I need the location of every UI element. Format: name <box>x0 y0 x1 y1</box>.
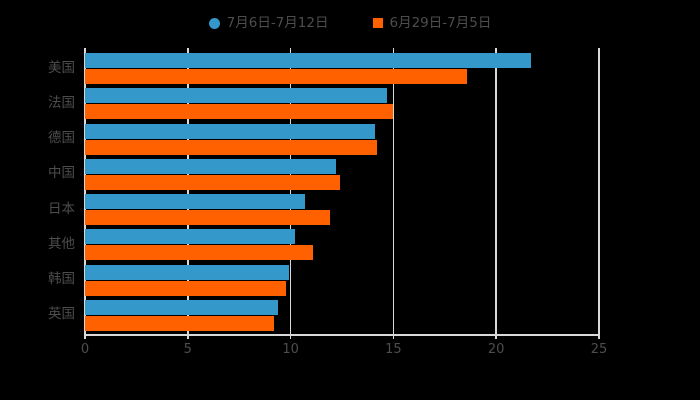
bar-series-1-7[interactable] <box>85 299 279 315</box>
bar-series-2-3[interactable] <box>85 174 340 190</box>
y-axis-line <box>84 48 86 334</box>
x-axis-tick <box>84 334 86 339</box>
category-label-2: 德国 <box>48 130 75 147</box>
x-axis-tick-label: 15 <box>385 342 402 357</box>
category-label-7: 英国 <box>48 306 75 323</box>
bar-series-2-4[interactable] <box>85 210 330 225</box>
bar-group: 中国 <box>48 156 599 191</box>
bar-series-1-6[interactable] <box>85 264 289 280</box>
x-axis-tick <box>187 334 189 339</box>
bar-group: 美国 <box>48 50 599 85</box>
gridline <box>289 48 292 334</box>
legend-label-series-2: 6月29日-7月5日 <box>389 15 492 31</box>
category-label-3: 中国 <box>48 165 75 182</box>
bar-series-1-2[interactable] <box>85 123 375 139</box>
bar-group: 韩国 <box>48 262 599 297</box>
legend-item-series-1[interactable]: 7月6日-7月12日 <box>208 15 329 31</box>
x-axis-tick-label: 20 <box>487 342 505 357</box>
x-axis-tick-label: 0 <box>80 342 90 357</box>
x-axis-tick <box>495 334 497 339</box>
bar-group: 德国 <box>48 121 599 156</box>
gridline <box>495 48 497 334</box>
plot-area: 0 5 10 15 20 25 美国法国德国中国日本其他韩国英国 <box>48 48 607 357</box>
category-label-5: 其他 <box>48 235 75 252</box>
category-label-4: 日本 <box>48 200 75 217</box>
bar-series-2-2[interactable] <box>85 139 377 155</box>
gridline <box>187 48 189 334</box>
bar-group: 日本 <box>48 191 599 226</box>
bar-series-1-4[interactable] <box>85 194 305 209</box>
x-axis-tick <box>598 334 600 339</box>
bar-series-1-0[interactable] <box>85 53 532 68</box>
bar-series-2-1[interactable] <box>85 104 394 120</box>
circle-marker-icon <box>208 17 220 29</box>
category-label-0: 美国 <box>48 59 75 76</box>
gridline <box>392 48 395 334</box>
bar-series-1-3[interactable] <box>85 158 336 174</box>
bar-group: 英国 <box>48 297 599 332</box>
bar-series-2-5[interactable] <box>85 245 314 261</box>
bar-group: 其他 <box>48 226 599 261</box>
legend-label-series-1: 7月6日-7月12日 <box>226 15 329 31</box>
x-axis-tick <box>289 334 292 339</box>
bar-group: 法国 <box>48 85 599 120</box>
bar-series-1-1[interactable] <box>85 88 388 104</box>
x-axis-tick-label: 10 <box>282 342 299 357</box>
x-axis-tick-label: 25 <box>590 342 608 357</box>
category-label-6: 韩国 <box>48 271 75 288</box>
bar-series-2-7[interactable] <box>85 315 275 331</box>
x-axis-line <box>84 334 600 336</box>
gridline <box>598 48 600 334</box>
bar-series-1-5[interactable] <box>85 229 295 245</box>
category-label-1: 法国 <box>48 94 75 111</box>
bar-series-2-0[interactable] <box>85 69 468 84</box>
x-axis-tick <box>392 334 395 339</box>
legend-item-series-2[interactable]: 6月29日-7月5日 <box>372 15 492 31</box>
bar-series-2-6[interactable] <box>85 280 287 296</box>
x-axis-tick-label: 5 <box>183 342 192 357</box>
chart-legend: 7月6日-7月12日 6月29日-7月5日 <box>0 10 700 36</box>
square-marker-icon <box>372 18 383 28</box>
